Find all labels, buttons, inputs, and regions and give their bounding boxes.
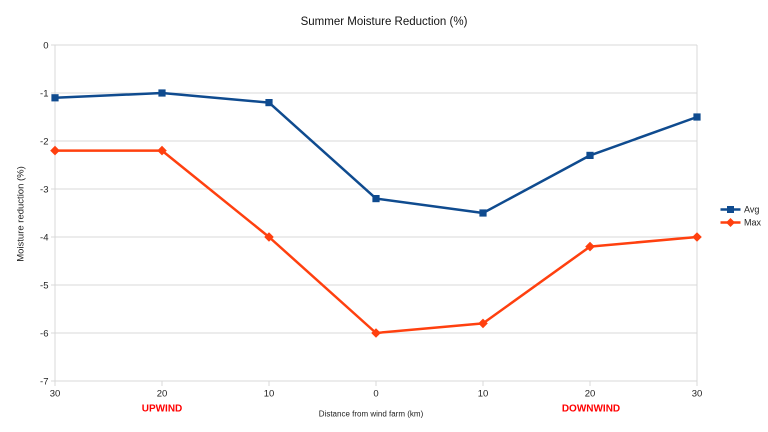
svg-text:-2: -2 bbox=[40, 136, 48, 147]
svg-text:-1: -1 bbox=[40, 88, 48, 99]
svg-text:30: 30 bbox=[50, 389, 61, 400]
svg-text:20: 20 bbox=[157, 389, 168, 400]
svg-text:Moisture reduction (%): Moisture reduction (%) bbox=[16, 166, 27, 262]
svg-text:10: 10 bbox=[478, 389, 489, 400]
svg-text:10: 10 bbox=[264, 389, 275, 400]
svg-text:DOWNWIND: DOWNWIND bbox=[562, 404, 620, 415]
svg-text:0: 0 bbox=[43, 40, 48, 51]
svg-text:Avg: Avg bbox=[744, 205, 759, 215]
svg-text:-3: -3 bbox=[40, 184, 48, 195]
svg-text:-7: -7 bbox=[40, 376, 48, 387]
svg-text:-5: -5 bbox=[40, 280, 48, 291]
svg-text:-4: -4 bbox=[40, 232, 48, 243]
svg-text:Summer Moisture Reduction (%): Summer Moisture Reduction (%) bbox=[301, 16, 468, 28]
svg-text:20: 20 bbox=[585, 389, 596, 400]
svg-text:Max: Max bbox=[744, 218, 762, 228]
svg-text:0: 0 bbox=[373, 389, 378, 400]
svg-text:30: 30 bbox=[692, 389, 703, 400]
svg-text:Distance from wind farm (km): Distance from wind farm (km) bbox=[319, 410, 424, 419]
svg-text:-6: -6 bbox=[40, 328, 48, 339]
svg-text:UPWIND: UPWIND bbox=[142, 404, 183, 415]
